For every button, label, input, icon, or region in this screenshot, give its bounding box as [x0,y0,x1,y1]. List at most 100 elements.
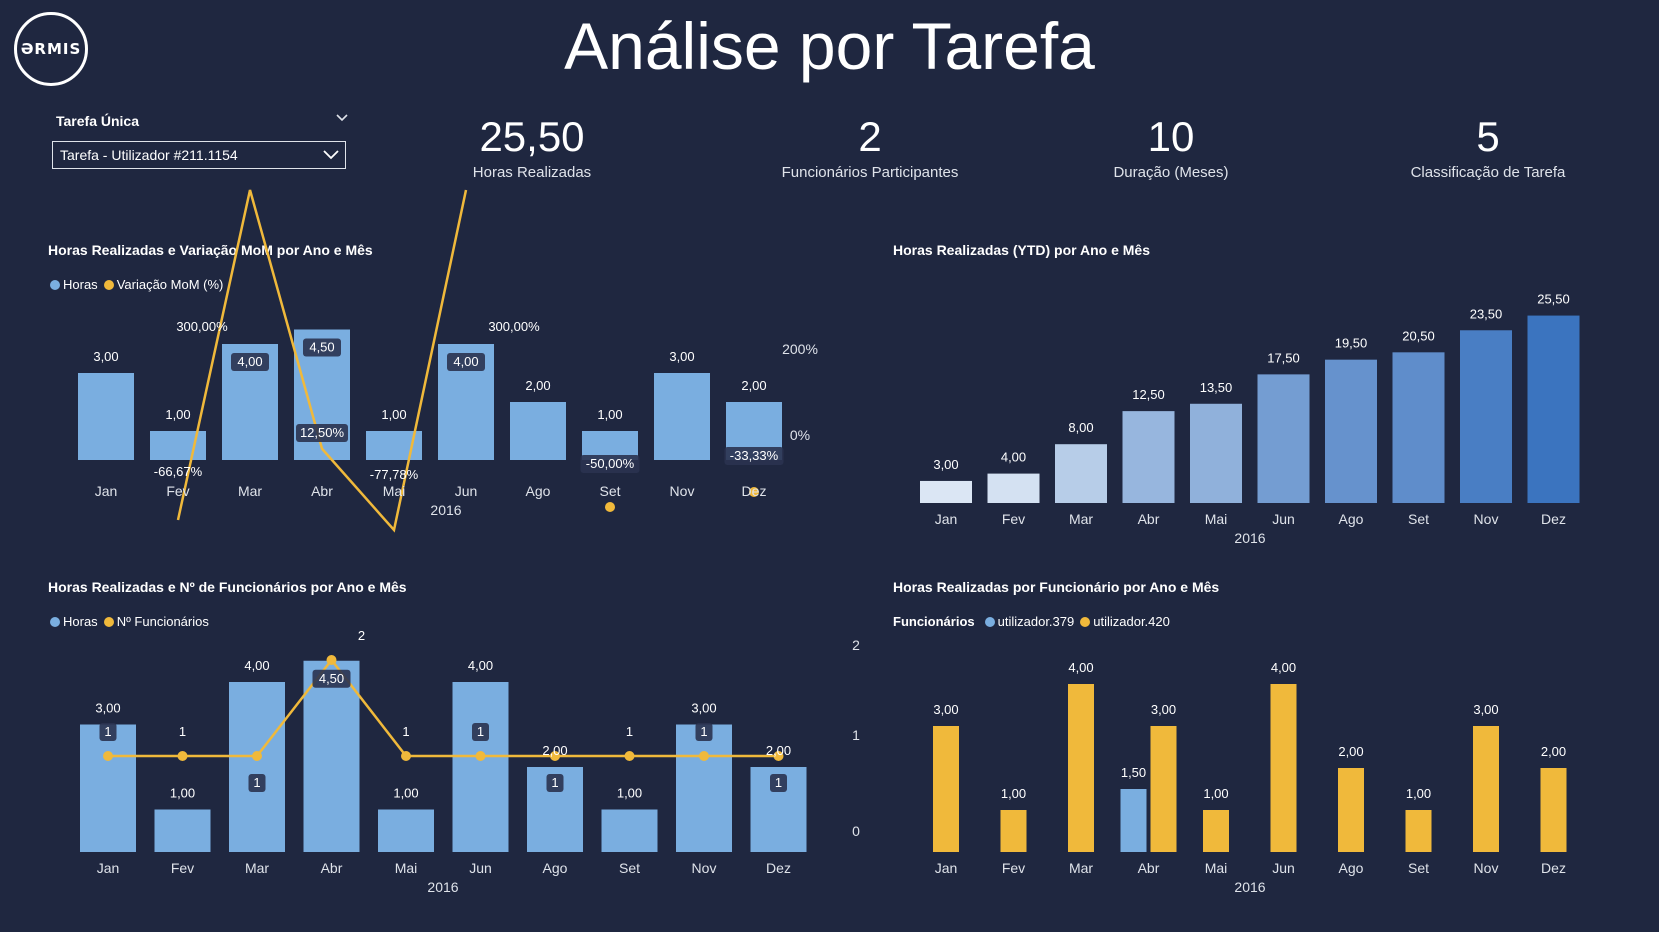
task-dropdown-value: Tarefa - Utilizador #211.1154 [60,147,238,163]
x-tick-label: Abr [1138,860,1160,876]
data-label-horas: 4,00 [468,658,493,673]
kpi-duracao: 10 Duração (Meses) [1041,112,1301,181]
bar-horas [229,682,285,852]
data-label-horas: 2,00 [741,378,766,393]
bar-ytd [1527,315,1580,503]
logo-text: ƏRMIS [20,40,82,58]
x-tick-label: Abr [321,860,343,876]
data-label-horas: 4,00 [453,354,478,369]
x-tick-label: Nov [670,483,695,499]
y2-tick-label: 1 [852,727,860,743]
data-label-420: 3,00 [1473,702,1498,717]
legend-item[interactable]: Variação MoM (%) [103,277,223,292]
data-label-horas: 4,50 [309,340,334,355]
bar-horas [80,724,136,852]
legend-dot [103,616,114,627]
data-label-420: 2,00 [1338,744,1363,759]
data-label-420: 1,00 [1001,786,1026,801]
point-funcionarios [177,751,188,761]
y2-tick-label: 0 [852,823,860,839]
data-label-variacao: 300,00% [176,319,228,334]
line-funcionarios [108,657,779,758]
x-year-label: 2016 [1234,879,1265,895]
data-label-variacao: -77,78% [370,467,419,482]
data-label-ytd: 4,00 [1001,450,1026,465]
kpi-label: Duração (Meses) [1113,164,1229,181]
data-label-ytd: 3,00 [933,457,958,472]
data-label-ytd: 20,50 [1402,328,1435,343]
x-tick-label: Set [1408,860,1429,876]
chart2-title: Horas Realizadas (YTD) por Ano e Mês [893,242,1150,258]
data-label-horas: 3,00 [669,349,694,364]
x-tick-label: Ago [1339,860,1364,876]
data-label-funcionarios: 1 [626,724,633,739]
data-label-ytd: 13,50 [1200,380,1233,395]
legend-item[interactable]: Horas [50,277,98,292]
chart3-title: Horas Realizadas e Nº de Funcionários po… [48,579,407,595]
chart4-title: Horas Realizadas por Funcionário por Ano… [893,579,1220,595]
data-label-horas: 2,00 [525,378,550,393]
data-label-variacao: 12,50% [300,425,345,440]
bar-utilizador-379 [1120,789,1147,852]
x-tick-label: Abr [311,483,333,499]
y2-tick-label: 2 [852,637,860,653]
bar-ytd [1122,411,1175,503]
x-tick-label: Nov [1474,511,1499,527]
data-label-funcionarios: 1 [402,724,409,739]
data-label-funcionarios: 1 [104,724,111,739]
data-label-variacao: -33,33% [730,448,779,463]
bar-horas [78,373,134,460]
data-label-horas: 4,00 [244,658,269,673]
x-year-label: 2016 [427,879,458,895]
data-label-variacao-bg [580,455,640,473]
point-funcionarios [475,751,486,761]
legend-label: utilizador.379 [997,614,1075,629]
data-label-funcionarios: 1 [253,775,260,790]
task-dropdown[interactable]: Tarefa - Utilizador #211.1154 [52,141,346,169]
data-label-funcionarios: 1 [551,775,558,790]
x-tick-label: Mai [383,483,406,499]
x-tick-label: Ago [543,860,568,876]
data-label-variacao: 300,00% [488,319,540,334]
legend-item[interactable]: utilizador.420 [1080,614,1170,629]
slicer-collapse-icon[interactable] [336,114,348,122]
x-tick-label: Jan [97,860,120,876]
x-tick-label: Jun [455,483,478,499]
data-label-horas-bg [447,353,485,371]
data-label-horas: 1,00 [381,407,406,422]
data-label-funcionarios: 2 [358,628,365,643]
data-label-420: 2,00 [1541,744,1566,759]
legend-item[interactable]: utilizador.379 [984,614,1075,629]
data-label-horas: 2,00 [542,743,567,758]
bar-utilizador-420 [1000,810,1027,852]
x-tick-label: Nov [1474,860,1499,876]
legend-item[interactable]: Nº Funcionários [103,614,209,629]
data-label-horas: 3,00 [95,701,120,716]
x-tick-label: Fev [166,483,189,499]
data-label-ytd: 23,50 [1470,306,1503,321]
x-tick-label: Jan [95,483,118,499]
x-tick-label: Nov [692,860,717,876]
legend-item[interactable]: Horas [50,614,98,629]
x-tick-label: Mar [245,860,269,876]
x-tick-label: Mai [1205,511,1228,527]
x-tick-label: Jun [1272,860,1295,876]
data-label-horas: 1,00 [617,786,642,801]
kpi-label: Horas Realizadas [472,164,592,181]
chart1-legend: Horas Variação MoM (%) [50,277,229,292]
line-variacao [176,189,468,533]
bar-ytd [1325,359,1377,503]
x-tick-label: Fev [1002,511,1025,527]
legend-label: Nº Funcionários [116,614,209,629]
kpi-classificacao: 5 Classificação de Tarefa [1358,112,1618,181]
bar-horas [452,682,509,852]
chart3-legend: Horas Nº Funcionários [50,614,215,629]
data-label-horas: 1,00 [597,407,622,422]
bar-ytd [1392,352,1445,503]
data-label-horas: 4,00 [237,354,262,369]
data-label-horas-bg [231,353,269,371]
data-label-funcionarios: 1 [700,724,707,739]
data-label-funcionarios-bg [695,723,713,741]
y2-tick-label: 200% [782,341,818,357]
bar-utilizador-420 [1338,768,1364,852]
